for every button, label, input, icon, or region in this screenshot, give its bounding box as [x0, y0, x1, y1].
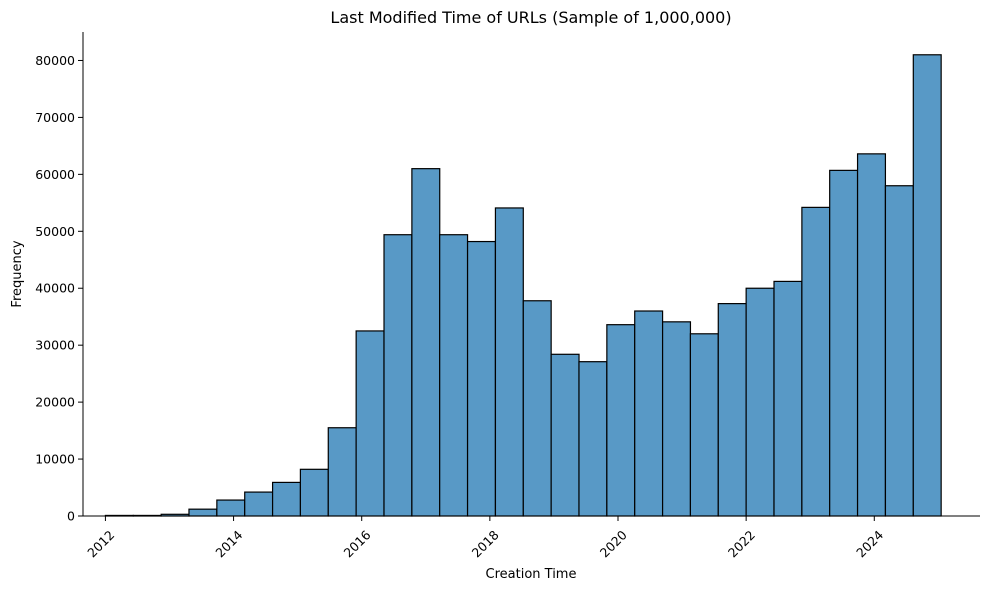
- x-ticks-group: 2012 2014 2016 2018 2020 2022 2024: [84, 516, 886, 560]
- x-axis-label: Creation Time: [486, 567, 577, 582]
- x-tick-label: 2012: [84, 527, 117, 560]
- histogram-bar: [550, 353, 580, 517]
- histogram-bar: [884, 185, 914, 517]
- y-tick-label: 40000: [35, 281, 75, 296]
- bars-group: [104, 54, 942, 517]
- chart-title: Last Modified Time of URLs (Sample of 1,…: [330, 8, 731, 27]
- histogram-bar: [299, 468, 329, 517]
- histogram-bar: [522, 300, 552, 517]
- y-tick-label: 0: [67, 509, 75, 524]
- histogram-bar: [634, 310, 664, 517]
- x-tick-label: 2018: [469, 527, 502, 560]
- y-tick-label: 10000: [35, 452, 75, 467]
- x-tick-label: 2022: [725, 527, 758, 560]
- histogram-bar: [216, 499, 246, 517]
- histogram-bar: [383, 234, 413, 517]
- histogram-bar: [244, 491, 274, 517]
- x-tick-label: 2016: [341, 527, 374, 560]
- histogram-bar: [327, 427, 357, 517]
- histogram-bar: [912, 54, 942, 517]
- histogram-bar: [271, 481, 302, 517]
- histogram-bar: [606, 324, 636, 517]
- y-tick-label: 60000: [35, 167, 75, 182]
- histogram-bar: [578, 361, 608, 517]
- histogram-bar: [466, 240, 497, 517]
- histogram-bar: [745, 287, 775, 517]
- histogram-bar: [689, 333, 719, 517]
- histogram-bar: [494, 207, 524, 517]
- histogram-bar: [411, 168, 441, 517]
- y-tick-label: 70000: [35, 110, 75, 125]
- histogram-bar: [355, 330, 385, 517]
- histogram-bar: [829, 169, 859, 517]
- y-tick-label: 50000: [35, 224, 75, 239]
- y-tick-label: 20000: [35, 395, 75, 410]
- y-axis-label: Frequency: [10, 240, 25, 307]
- y-ticks-group: 0 10000 20000 30000 40000 50000 60000 70000 8000…: [35, 53, 83, 524]
- x-tick-label: 2014: [212, 527, 245, 560]
- y-tick-label: 80000: [35, 53, 75, 68]
- y-tick-label: 30000: [35, 338, 75, 353]
- histogram-bar: [439, 234, 469, 517]
- histogram-bar: [188, 508, 218, 517]
- histogram-bar: [801, 206, 831, 517]
- histogram-bar: [661, 321, 692, 517]
- x-tick-label: 2024: [853, 527, 886, 560]
- histogram-bar: [717, 303, 747, 517]
- histogram-bar: [856, 153, 887, 517]
- histogram-bar: [773, 280, 803, 517]
- x-tick-label: 2020: [597, 527, 630, 560]
